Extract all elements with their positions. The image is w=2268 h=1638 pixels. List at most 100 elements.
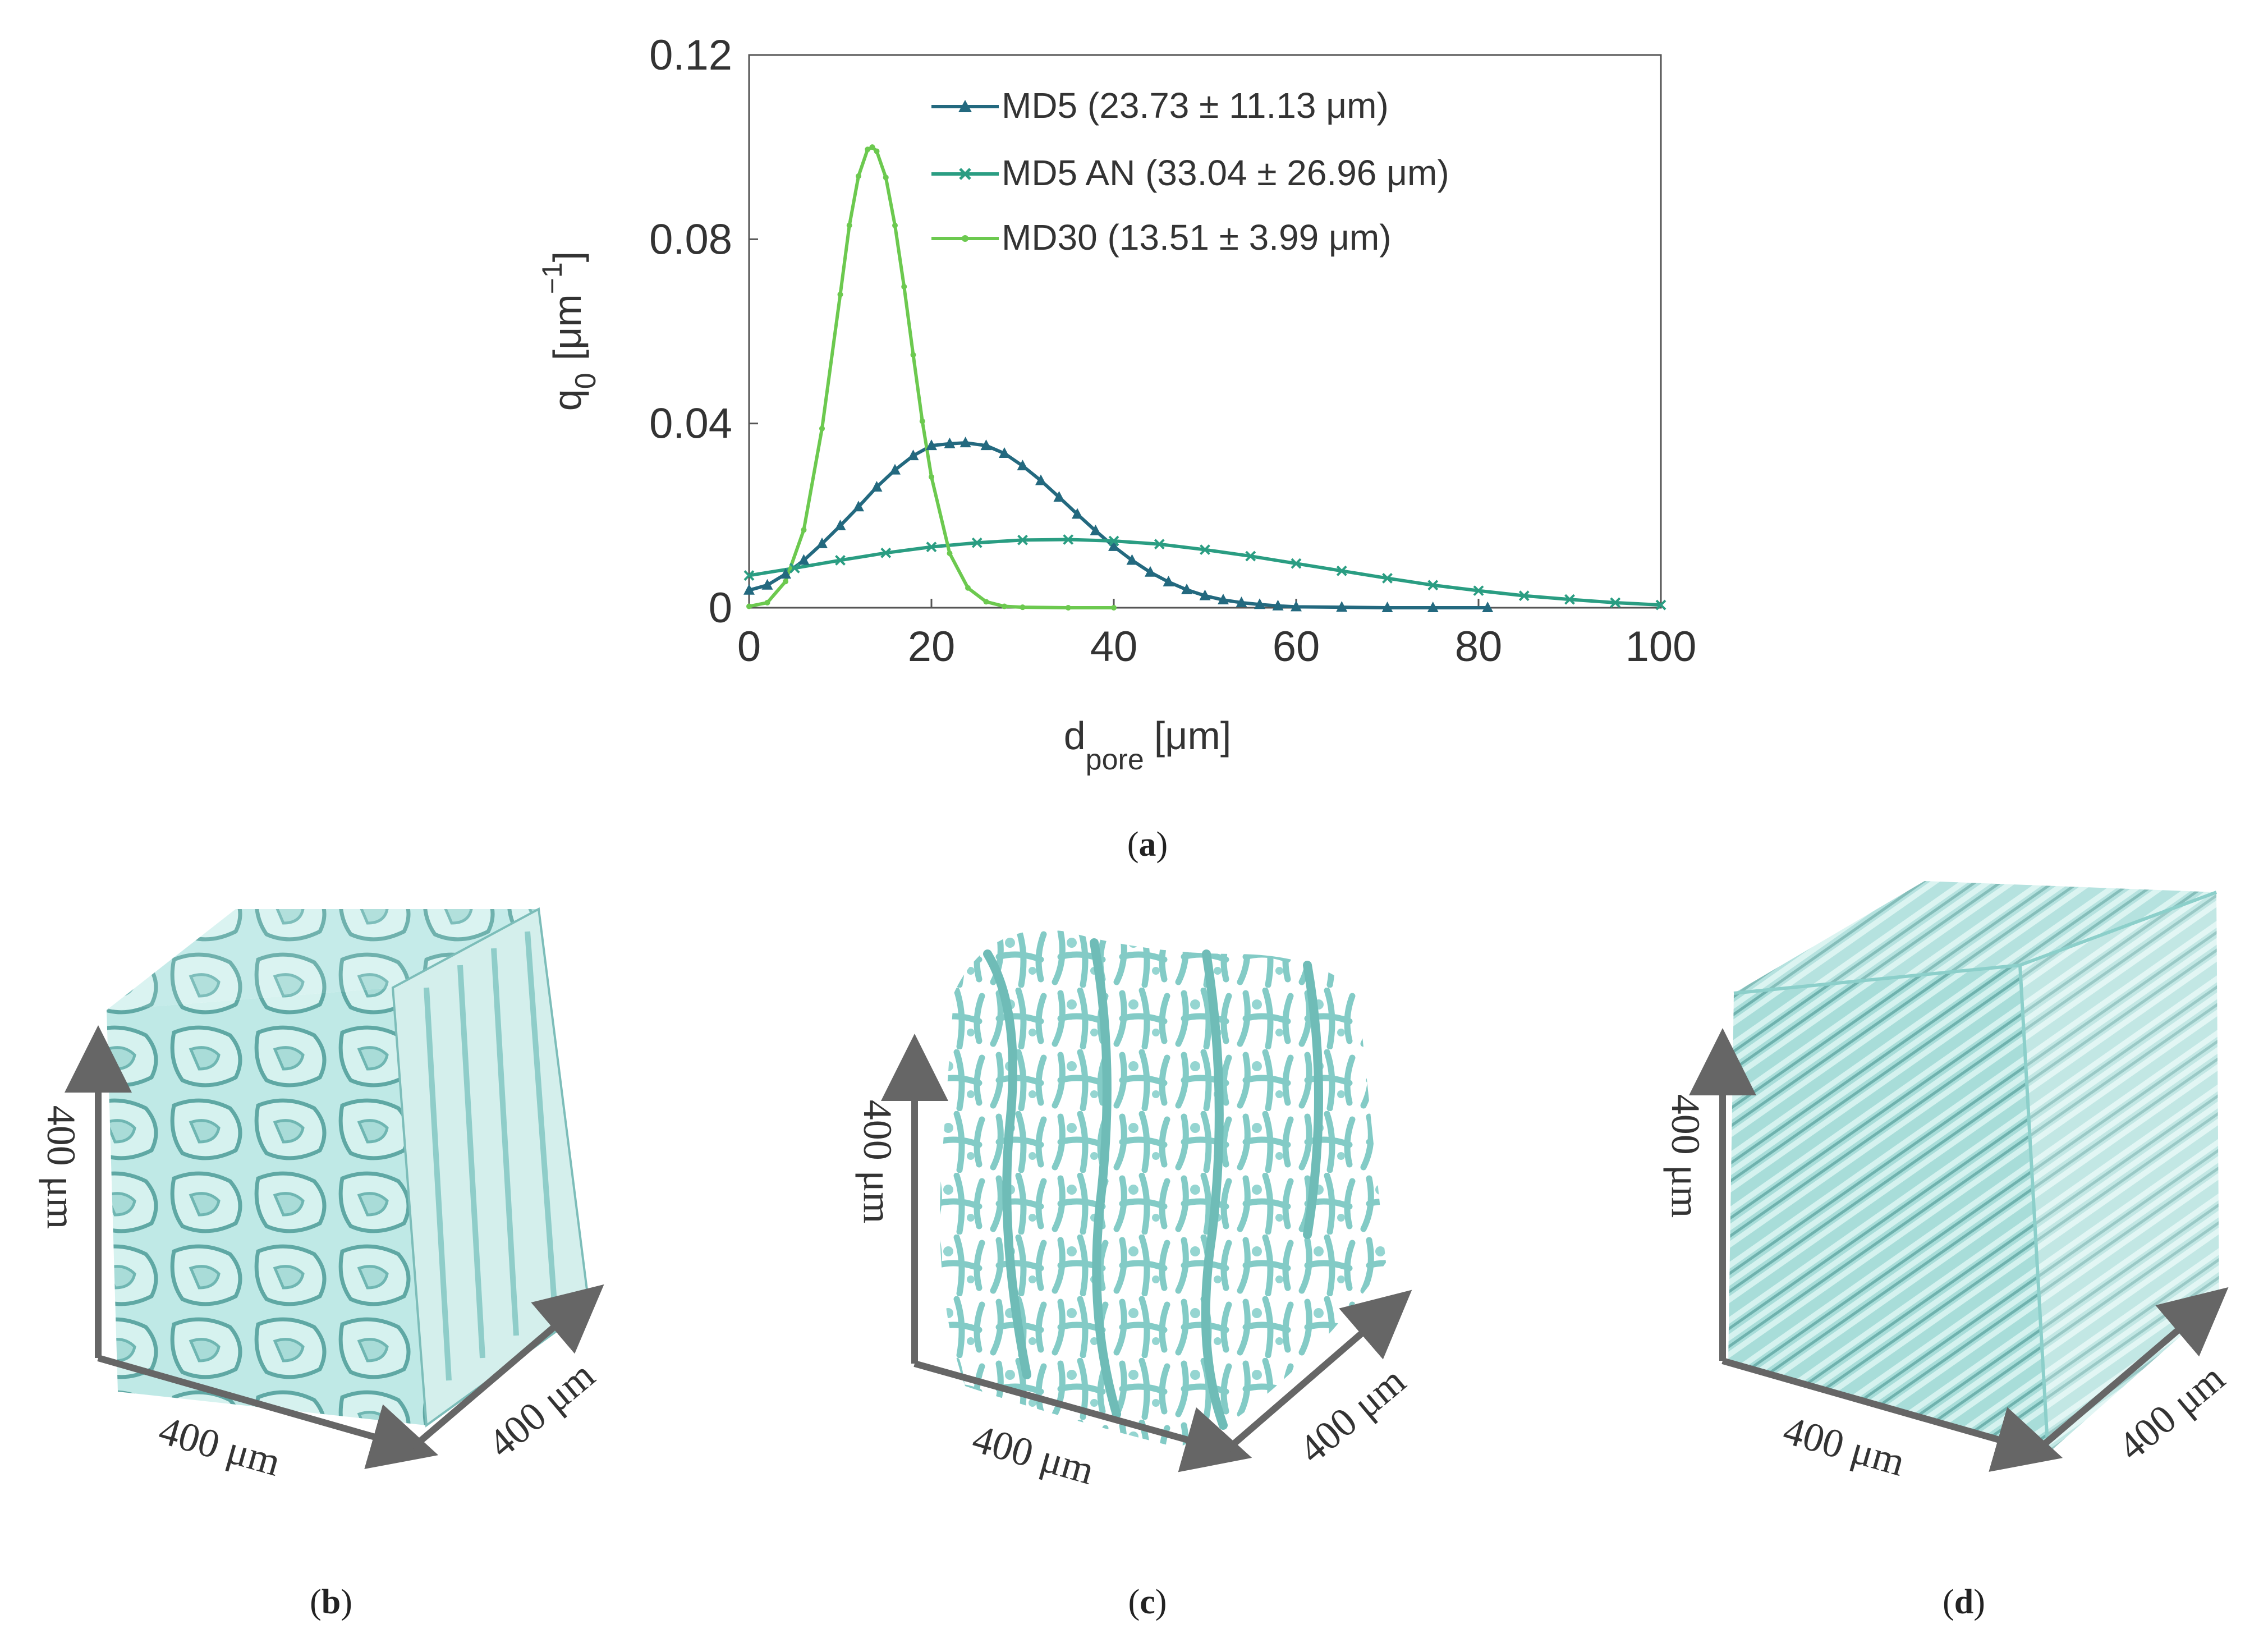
panel-c-volume: 400 μm 400 μm 400 μm (c) (855, 930, 1414, 1621)
data-point-md5-an (1518, 590, 1530, 602)
data-point-md30 (819, 425, 825, 432)
data-point-md5 (871, 480, 883, 492)
data-point-md30 (874, 148, 880, 154)
data-point-md30 (983, 599, 989, 605)
x-tick-label: 40 (1090, 623, 1138, 671)
data-point-md5-an (1564, 594, 1575, 605)
data-point-md5 (980, 439, 992, 451)
data-point-md5 (1254, 598, 1265, 609)
x-axis-ticks: 0 20 40 60 80 100 (737, 599, 1696, 671)
axis-label-c-front: 400 μm (968, 1416, 1099, 1493)
data-point-md5 (798, 554, 810, 565)
y-tick-label: 0.12 (649, 31, 732, 79)
x-tick-label: 80 (1455, 623, 1503, 671)
data-point-md5 (1336, 601, 1348, 612)
volume-b-side-streaks (424, 931, 558, 1381)
data-point-md30 (856, 173, 861, 179)
legend-label-md5: MD5 (23.73 ± 11.13 μm) (1002, 85, 1389, 126)
data-point-md5-an (835, 555, 846, 566)
data-point-md5 (889, 464, 901, 475)
axis-arrow-b-front (97, 1355, 439, 1469)
data-point-md30 (929, 474, 934, 480)
y-tick-label: 0.04 (649, 400, 732, 448)
x-tick-label: 0 (737, 623, 761, 671)
data-point-md5 (944, 437, 956, 448)
y-axis-label-unit: [μm (545, 294, 589, 360)
data-point-md30 (801, 527, 807, 533)
panel-label-d: (d) (1943, 1583, 1985, 1621)
x-tick-label: 20 (908, 623, 956, 671)
data-point-md5 (1108, 540, 1119, 551)
data-point-md30 (947, 550, 953, 557)
y-axis-label-close: ] (545, 251, 589, 262)
data-point-md5-an (880, 547, 892, 558)
panel-label-a-letter: a (1139, 825, 1156, 864)
data-point-md30 (1065, 605, 1071, 611)
data-point-md5-an (1427, 580, 1439, 591)
y-tick-label: 0 (709, 584, 732, 632)
volume-d-top-face (1734, 881, 2216, 993)
pore-size-chart: 0 20 40 60 80 100 0 0.04 0.08 0.12 MD5 (23.73 ± … (536, 31, 1696, 864)
legend-marker-md5-an (959, 168, 971, 180)
y-tick-label: 0.08 (649, 215, 732, 263)
data-point-md5-an (1382, 573, 1393, 584)
data-point-md5 (1291, 600, 1302, 612)
data-point-md5 (1090, 524, 1101, 535)
legend-marker-md30 (962, 235, 968, 242)
data-point-md5 (1145, 566, 1156, 577)
axis-label-d-vertical: 400 μm (1663, 1094, 1708, 1218)
data-point-md5 (1482, 602, 1494, 612)
x-axis-label: dpore [μm] (1064, 714, 1232, 776)
axis-label-b-vertical: 400 μm (39, 1105, 84, 1229)
data-point-md5 (926, 439, 937, 451)
legend-label-md5-an: MD5 AN (33.04 ± 26.96 μm) (1002, 153, 1449, 193)
volume-c-strands (983, 938, 1323, 1430)
panel-b-volume: 400 μm 400 μm 400 μm (b) (39, 907, 604, 1621)
data-point-md30 (919, 418, 925, 424)
data-point-md5 (816, 537, 828, 548)
marker-layer (743, 144, 1666, 612)
data-point-md5-an (971, 537, 983, 548)
data-point-md30 (869, 144, 875, 150)
data-point-md5 (1163, 576, 1174, 587)
data-point-md5-an (926, 542, 937, 553)
y-axis-label-sub: 0 (570, 373, 602, 389)
y-axis-ticks: 0 0.04 0.08 0.12 (649, 31, 758, 632)
x-axis-label-main: d (1064, 714, 1086, 758)
data-point-md5-an (1473, 585, 1484, 597)
volume-b-top-face (107, 909, 539, 1010)
data-point-md5-an (1063, 534, 1074, 545)
series-line-md30 (749, 145, 1114, 609)
data-point-md5 (853, 501, 864, 512)
data-point-md30 (837, 291, 843, 297)
data-point-md5-an (1291, 558, 1302, 569)
axis-arrow-b-depth (410, 1284, 604, 1451)
axis-label-d-front: 400 μm (1779, 1407, 1910, 1485)
data-point-md5 (959, 437, 971, 448)
plot-frame (748, 54, 1662, 609)
x-axis-label-unit: [μm] (1154, 714, 1232, 758)
y-axis-label-main: q (545, 389, 589, 411)
axis-arrow-c-front (913, 1360, 1252, 1472)
data-point-md5-an (1108, 535, 1119, 547)
legend-label-md30: MD30 (13.51 ± 3.99 μm) (1002, 217, 1392, 258)
axis-arrow-d-front (1721, 1357, 2063, 1472)
volume-d (1728, 881, 2219, 1454)
y-axis-label-exp: −1 (536, 262, 568, 294)
data-point-md30 (1020, 604, 1026, 611)
volume-c (940, 930, 1386, 1448)
data-point-md5 (780, 568, 791, 579)
y-axis-label: q0 [μm−1] (536, 251, 602, 411)
data-point-md5 (999, 447, 1010, 458)
panel-label-b-letter: b (322, 1583, 341, 1621)
data-point-md30 (892, 222, 898, 228)
data-point-md5-an (789, 562, 800, 573)
volume-d-edges (1733, 891, 2218, 1454)
volume-b (107, 907, 591, 1428)
data-point-md30 (783, 579, 788, 585)
data-point-md5 (1126, 554, 1138, 565)
data-point-md5 (1035, 474, 1046, 485)
volume-d-front-face (1728, 965, 2048, 1453)
legend-marker-md5 (958, 100, 972, 112)
